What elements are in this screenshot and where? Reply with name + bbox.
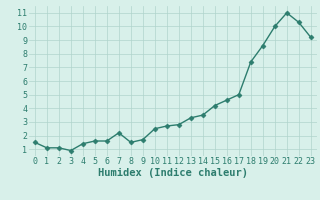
X-axis label: Humidex (Indice chaleur): Humidex (Indice chaleur) — [98, 168, 248, 178]
